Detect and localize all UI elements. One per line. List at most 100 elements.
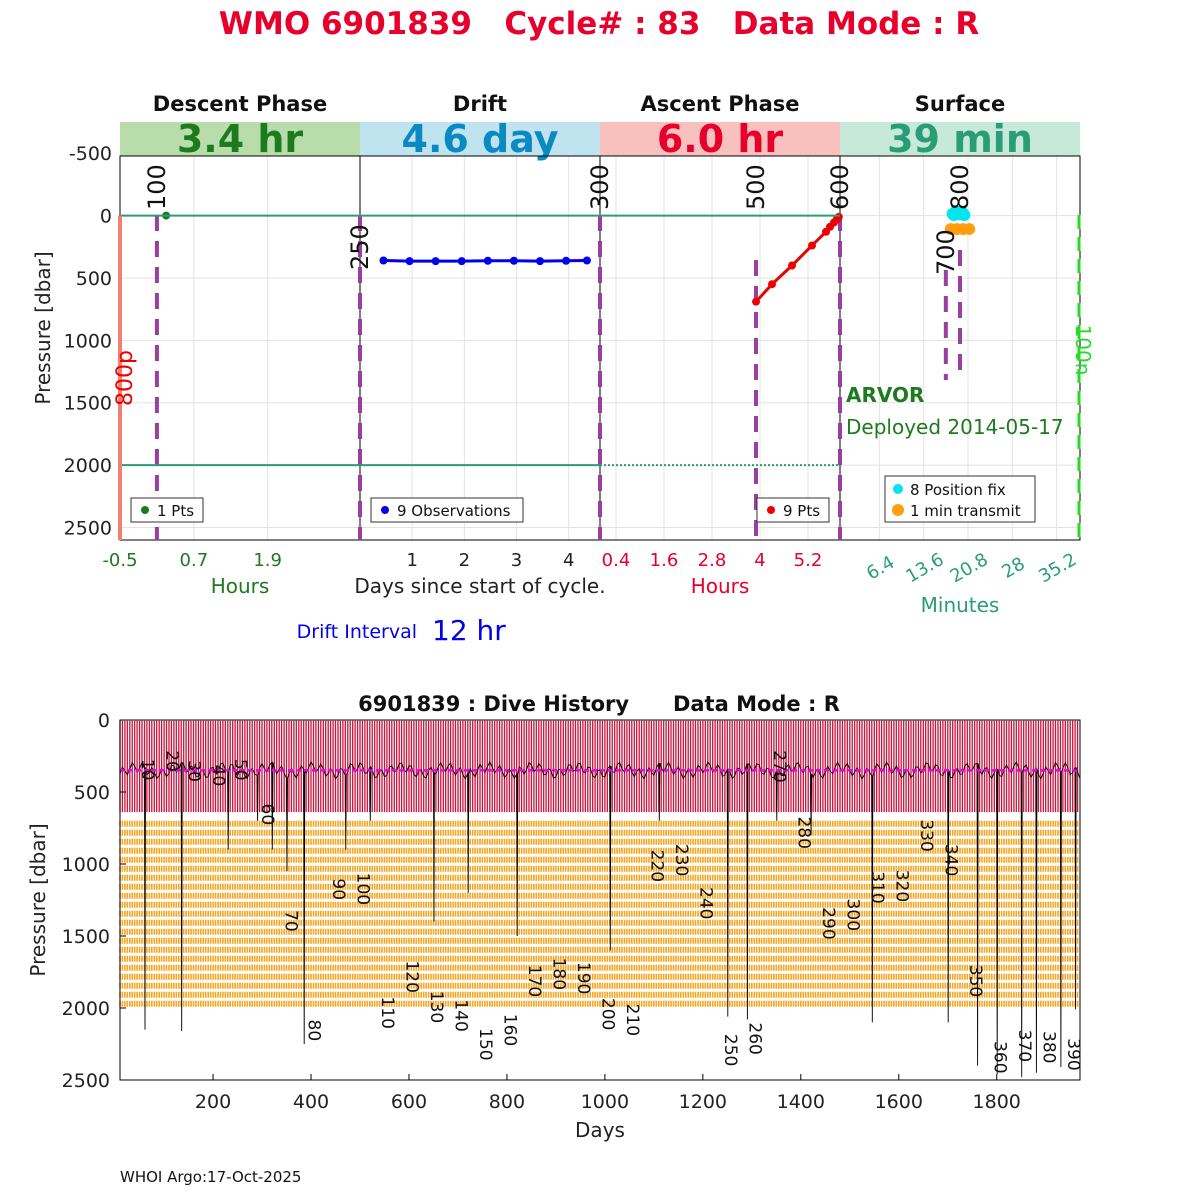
phase-unit-label: Hours [691, 574, 750, 598]
phase-data-point [562, 256, 571, 265]
cycle-number-label: 320 [891, 870, 911, 902]
dive-history-y-tick: 2500 [62, 1070, 110, 1092]
cycle-number-label: 60 [257, 804, 277, 826]
phase-marker-label: 600 [826, 164, 854, 210]
cycle-number-label: 350 [965, 965, 985, 997]
phase-data-point [536, 257, 544, 266]
phase-data-point [788, 261, 796, 270]
dive-history-x-axis-label: Days [575, 1118, 625, 1142]
left-profile-label: 800p [113, 350, 138, 406]
phase-data-point [834, 212, 843, 221]
cycle-number-label: 90 [328, 878, 348, 900]
phase-data-point [405, 257, 414, 266]
cycle-number-label: 210 [622, 1004, 642, 1036]
transmit-point [963, 223, 976, 236]
timeline-y-tick: 0 [100, 206, 112, 228]
legend-label: 1 Pts [157, 502, 194, 520]
phase-data-point [808, 241, 816, 250]
phase-duration: 3.4 hr [177, 117, 304, 161]
legend-box [370, 497, 524, 523]
timeline-y-tick: 2000 [64, 455, 112, 477]
dive-history-chart: 200 400 600 800 1000 1200 1400 1600 1800 0 500 1000… [62, 710, 1083, 1113]
dive-history-y-tick: 500 [74, 782, 110, 804]
phase-marker-label: 300 [586, 164, 614, 210]
phase-band-1 [360, 122, 600, 156]
legend-fix-marker [893, 484, 903, 494]
dive-history-title: 6901839 : Dive History Data Mode : R [358, 692, 840, 716]
cycle-number-label: 240 [695, 887, 715, 919]
phase-data-point [457, 257, 466, 266]
surface-side-label: 100n [1071, 325, 1095, 376]
cycle-number-label: 330 [916, 819, 936, 851]
legend-marker [767, 506, 775, 514]
dive-history-frame [119, 719, 1081, 1081]
dive-history-x-tick: 1400 [777, 1091, 825, 1113]
timeline-x-tick: -0.5 [102, 550, 137, 571]
timeline-marks [118, 205, 1081, 540]
drift-interval-value: 12 hr [432, 614, 506, 647]
figure-title: WMO 6901839 Cycle# : 83 Data Mode : R [219, 6, 980, 42]
timeline-x-tick: 28 [998, 553, 1028, 583]
footer-credit: WHOI Argo:17-Oct-2025 [120, 1168, 301, 1186]
cycle-number-label: 300 [842, 899, 862, 931]
cycle-number-label: 190 [573, 962, 593, 994]
legend-label: 9 Observations [397, 502, 511, 520]
timeline-x-tick: 3 [511, 550, 522, 571]
dive-history-x-tick: 1800 [973, 1091, 1021, 1113]
timeline-y-axis-label: Pressure [dbar] [31, 251, 55, 404]
phase-data-point [582, 256, 591, 265]
timeline-x-tick: 0.4 [602, 550, 631, 571]
float-type: ARVOR [846, 383, 924, 407]
dive-history-axes: 200 400 600 800 1000 1200 1400 1600 1800 0 500 1000… [62, 710, 1081, 1113]
phase-unit-label: Days since start of cycle. [354, 574, 605, 598]
dive-history-x-tick: 1000 [581, 1091, 629, 1113]
cycle-number-label: 20 [162, 750, 182, 772]
phase-band-2 [600, 122, 840, 156]
dive-history-x-tick: 400 [293, 1091, 329, 1113]
cycle-number-label: 40 [208, 765, 228, 787]
timeline-x-tick: 1.6 [650, 550, 679, 571]
cycle-number-label: 230 [671, 844, 691, 876]
phase-marker-label: 500 [742, 164, 770, 210]
cycle-number-label: 30 [184, 760, 204, 782]
timeline-x-tick: 4 [563, 550, 574, 571]
phase-data-point [483, 256, 492, 265]
phase-unit-label: Hours [211, 574, 270, 598]
phase-data-point [752, 297, 760, 306]
dive-history-x-tick: 200 [195, 1091, 231, 1113]
phase-data-point [768, 280, 776, 289]
timeline-y-tick: 1500 [64, 393, 112, 415]
position-fix-point [946, 207, 959, 220]
cycle-number-label: 220 [646, 850, 666, 882]
dive-history-y-tick: 1000 [62, 854, 110, 876]
dive-history-x-tick: 1600 [875, 1091, 923, 1113]
timeline-x-tick: 13.6 [902, 549, 947, 587]
phase-name: Drift [453, 92, 507, 116]
phase-name: Descent Phase [153, 92, 327, 116]
legend-box [884, 475, 1036, 523]
timeline-y-tick: -500 [69, 143, 112, 165]
legend-transmit-label: 1 min transmit [910, 502, 1021, 520]
legend-label: 9 Pts [783, 502, 820, 520]
phase-data-point [379, 256, 388, 265]
cycle-number-label: 130 [426, 991, 446, 1023]
cycle-number-label: 150 [475, 1028, 495, 1060]
phase-marker-label: 800 [946, 164, 974, 210]
drift-interval-label: Drift Interval [297, 621, 417, 643]
phase-duration: 4.6 day [402, 117, 559, 161]
timeline-x-tick: 2.8 [698, 550, 727, 571]
cycle-number-label: 290 [818, 907, 838, 939]
phase-marker-label: 700 [932, 229, 960, 275]
timeline-x-tick: 5.2 [794, 550, 823, 571]
timeline-x-tick: 1.9 [253, 550, 282, 571]
cycle-number-label: 380 [1038, 1031, 1058, 1063]
cycle-number-label: 260 [744, 1022, 764, 1054]
cycle-number-label: 170 [524, 965, 544, 997]
timeline-y-tick: 1000 [64, 330, 112, 352]
phase-band-3 [840, 122, 1080, 156]
phase-marker-label: 250 [346, 224, 374, 270]
